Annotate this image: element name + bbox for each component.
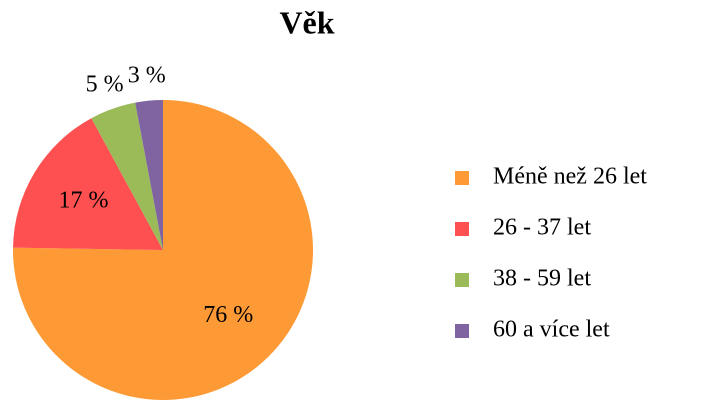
data-label: 3 % <box>128 62 166 88</box>
legend-label: 26 - 37 let <box>493 215 591 241</box>
legend-label: Méně než 26 let <box>493 164 647 190</box>
pie-slice <box>91 102 163 251</box>
legend-swatch <box>455 324 469 338</box>
pie-slice <box>13 118 163 251</box>
data-label: 76 % <box>203 302 253 328</box>
data-label: 5 % <box>86 72 124 98</box>
legend-label: 38 - 59 let <box>493 266 591 292</box>
legend-swatch <box>455 273 469 287</box>
chart-title: Věk <box>279 4 334 40</box>
pie-slice <box>135 100 163 250</box>
legend-swatch <box>455 222 469 236</box>
data-label: 17 % <box>58 187 108 213</box>
legend-label: 60 a více let <box>493 317 610 343</box>
legend-swatch <box>455 171 469 185</box>
